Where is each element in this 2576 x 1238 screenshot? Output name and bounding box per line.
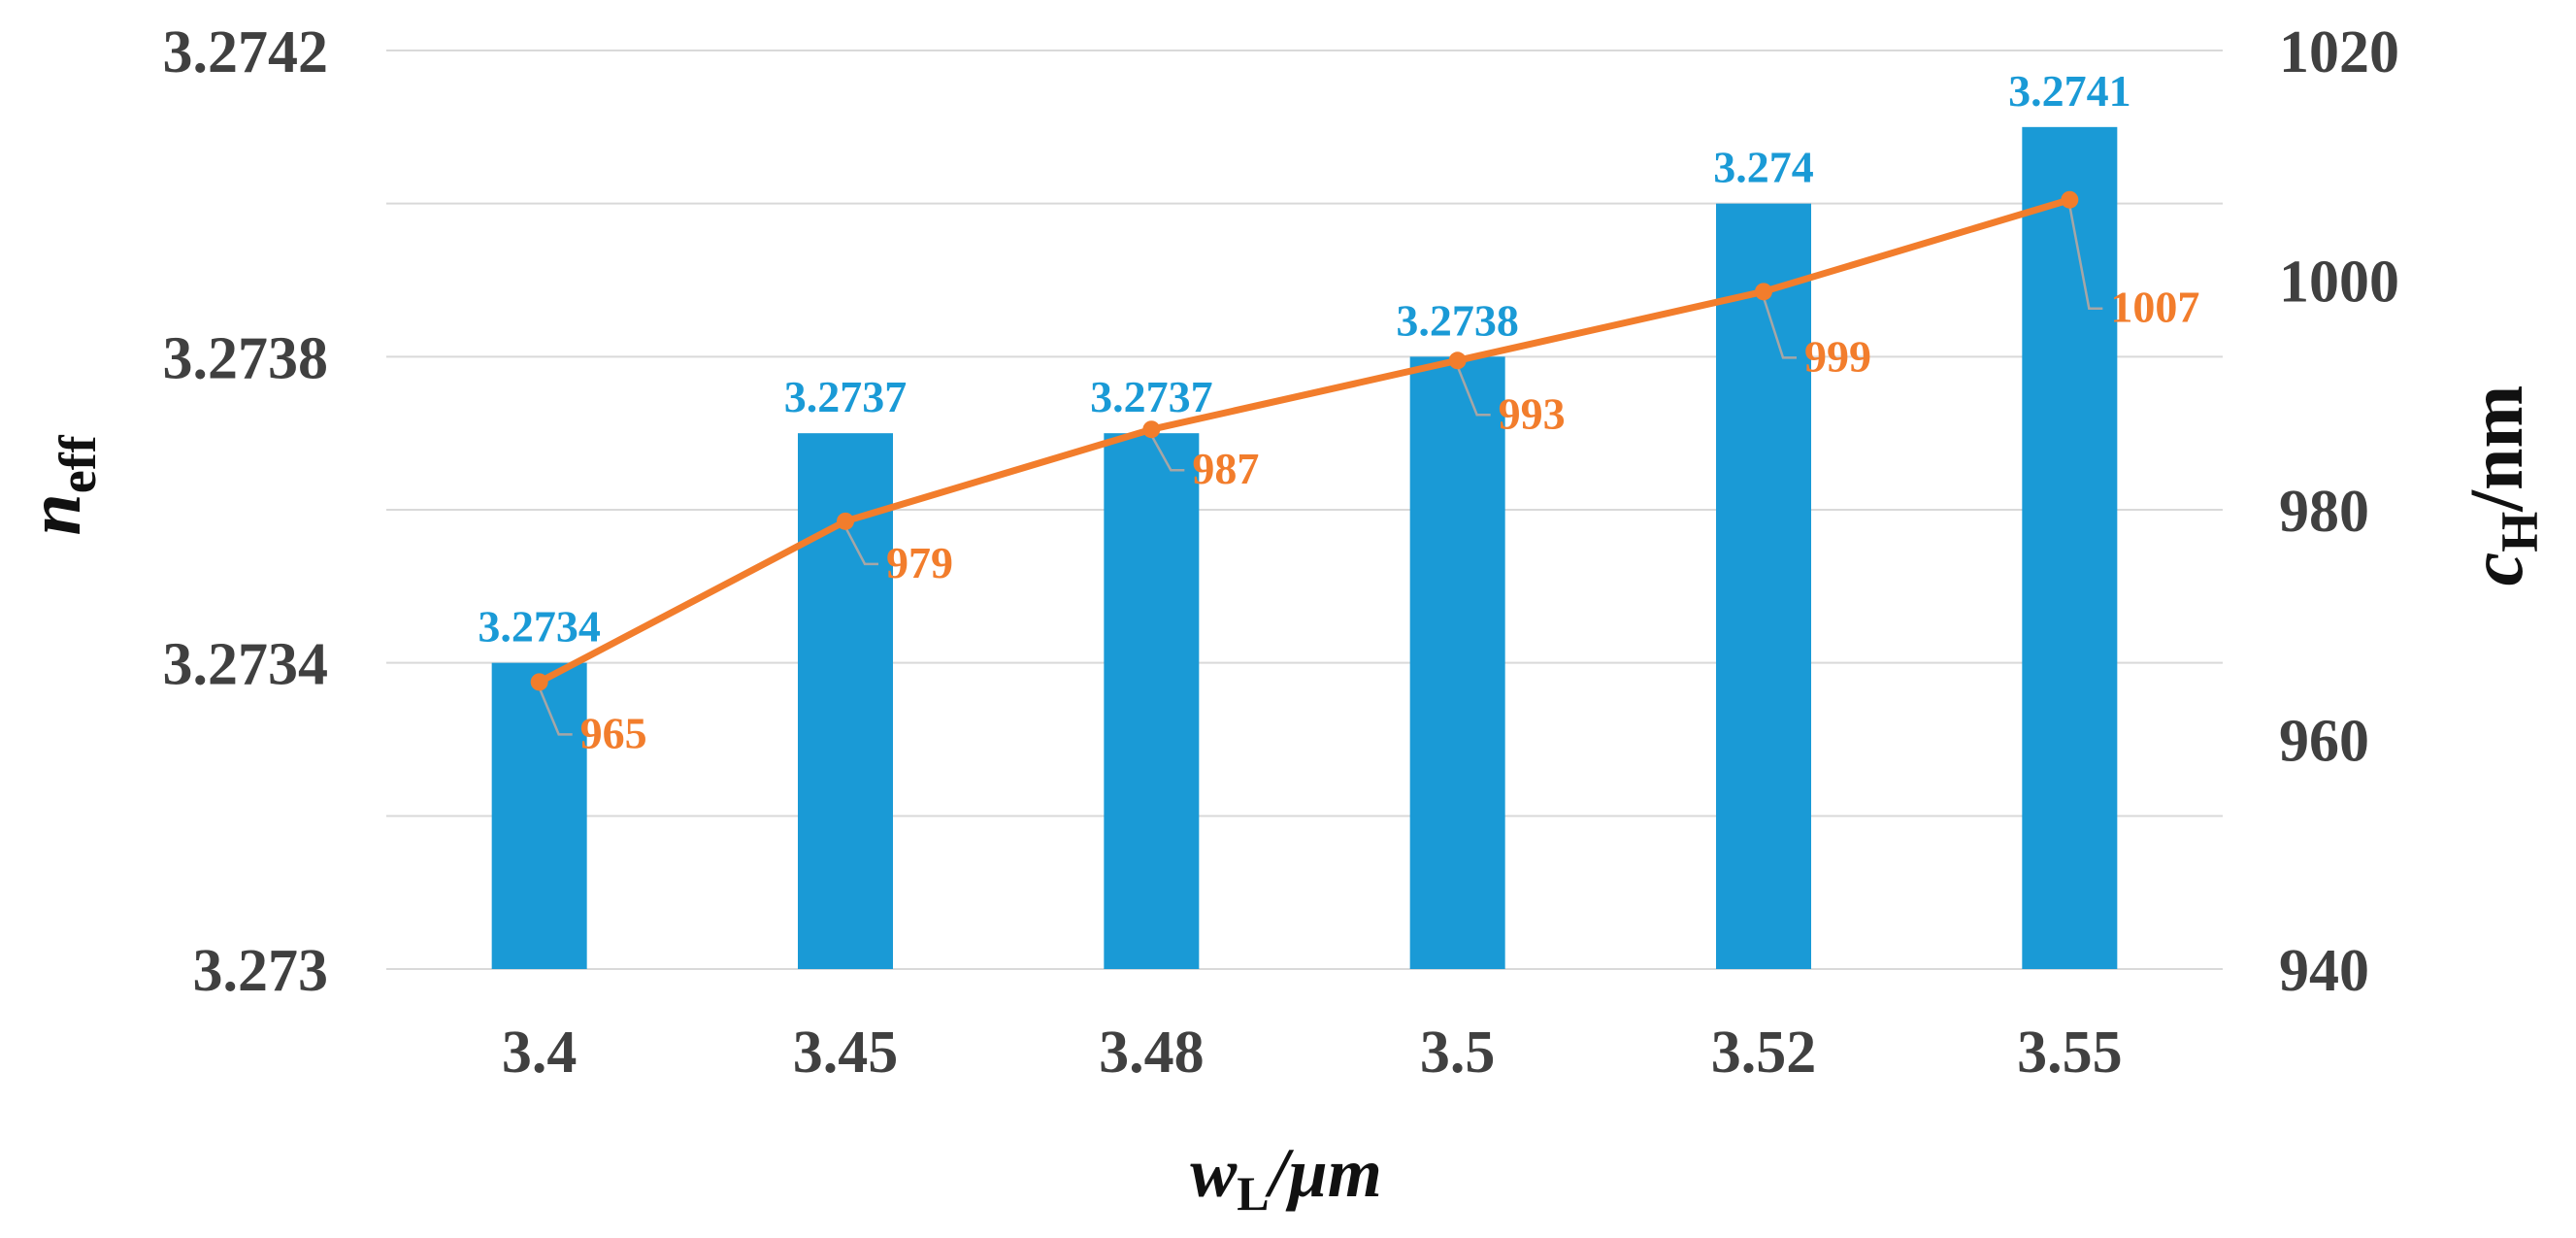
- y-right-tick-label: 960: [2279, 709, 2369, 775]
- label-leader-lines: [538, 205, 2103, 736]
- y-right-axis-title: cH/nm: [2454, 385, 2549, 586]
- line-point: [1142, 420, 1161, 439]
- line-value-label: 987: [1192, 444, 1259, 493]
- x-tick-label: 3.4: [502, 1020, 578, 1086]
- axis-ticks: 3.273 3.2734 3.2738 3.2742 940 960 980 1000 1020…: [163, 19, 2400, 1086]
- y-left-axis-title: neff: [12, 434, 107, 535]
- x-tick-label: 3.55: [2017, 1020, 2123, 1086]
- x-tick-label: 3.52: [1711, 1020, 1817, 1086]
- bar: [491, 662, 587, 969]
- label-leader: [1150, 434, 1185, 472]
- bar-series: [491, 126, 2118, 970]
- data-labels: 3.2734 3.2737 3.2737 3.2738 3.274 3.2741 965 97…: [478, 66, 2199, 758]
- bar: [1409, 356, 1505, 969]
- bar: [1104, 433, 1200, 970]
- line-value-label: 979: [886, 538, 953, 587]
- line-value-label: 965: [580, 708, 647, 757]
- y-right-tick-label: 940: [2279, 938, 2369, 1004]
- y-left-tick-label: 3.2734: [163, 632, 329, 698]
- label-leader: [538, 686, 573, 736]
- bar: [1716, 203, 1811, 969]
- bar: [2022, 126, 2118, 970]
- y-right-tick-label: 1000: [2279, 250, 2399, 316]
- y-right-tick-label: 1020: [2279, 19, 2399, 85]
- bar-value-label: 3.274: [1713, 143, 1814, 192]
- line-point: [1755, 283, 1772, 301]
- bar-value-label: 3.2734: [478, 602, 601, 652]
- line-value-label: 993: [1499, 388, 1566, 438]
- line-value-label: 999: [1804, 331, 1871, 381]
- line-series: [530, 190, 2079, 691]
- x-axis-title: wL/μm: [1190, 1134, 1381, 1221]
- y-right-tick-label: 980: [2279, 479, 2369, 545]
- line-path: [536, 196, 2073, 686]
- line-point: [837, 512, 854, 530]
- y-left-tick-label: 3.273: [193, 938, 329, 1004]
- line-point: [530, 673, 548, 691]
- x-tick-label: 3.45: [793, 1020, 899, 1086]
- x-tick-label: 3.5: [1420, 1020, 1496, 1086]
- bar-value-label: 3.2737: [1090, 372, 1213, 421]
- line-point: [2061, 190, 2079, 209]
- bar-value-label: 3.2741: [2008, 66, 2131, 116]
- label-leader: [843, 526, 878, 566]
- y-left-tick-label: 3.2742: [163, 19, 329, 85]
- x-tick-label: 3.48: [1099, 1020, 1205, 1086]
- label-leader: [2068, 205, 2103, 310]
- label-leader: [1762, 296, 1797, 359]
- bar-value-label: 3.2738: [1396, 295, 1519, 345]
- bar-value-label: 3.2737: [784, 372, 908, 421]
- y-left-tick-label: 3.2738: [163, 325, 329, 391]
- line-value-label: 1007: [2110, 283, 2199, 332]
- gridlines: [386, 50, 2223, 970]
- label-leader: [1456, 365, 1491, 417]
- line-point: [1448, 351, 1467, 370]
